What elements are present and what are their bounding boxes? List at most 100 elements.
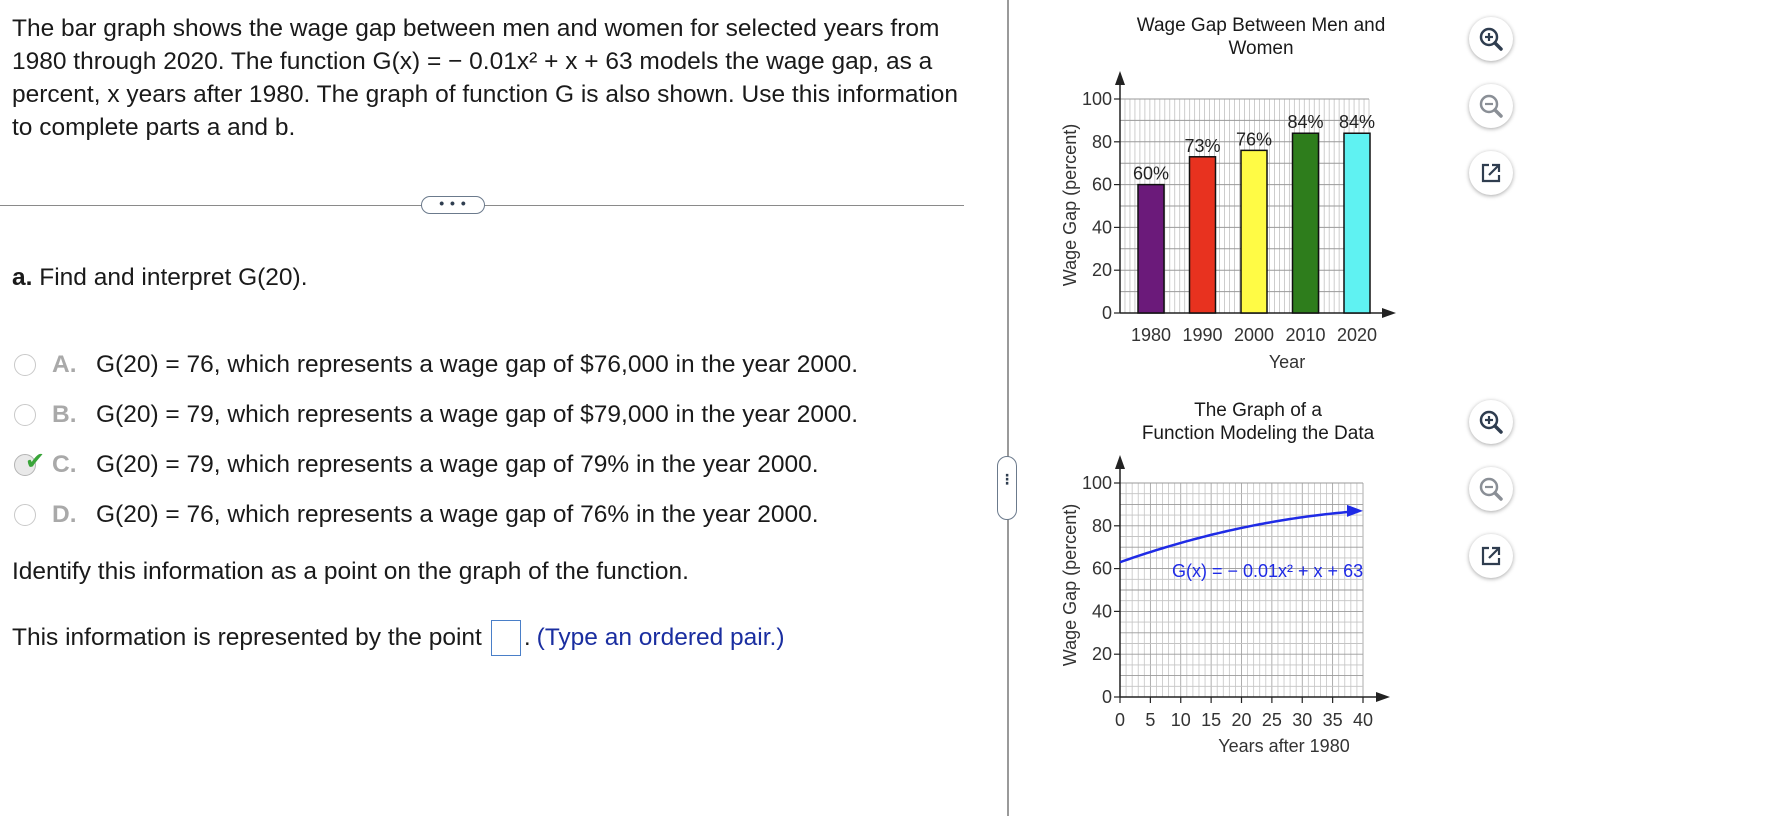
function-chart-title-line1: The Graph of a (1194, 400, 1322, 421)
answer-options: A. G(20) = 76, which represents a wage g… (14, 340, 858, 540)
bar-data-label: 76% (1236, 129, 1272, 149)
option-b[interactable]: B. G(20) = 79, which represents a wage g… (14, 390, 858, 440)
y-tick-label: 40 (1092, 601, 1112, 621)
zoom-out-icon (1479, 477, 1503, 501)
y-tick-label: 0 (1102, 687, 1112, 707)
correct-check-icon: ✔ (25, 448, 46, 475)
x-tick-label: 2020 (1337, 325, 1377, 345)
identify-instruction: Identify this information as a point on … (12, 558, 689, 585)
bar (1137, 183, 1165, 314)
y-tick-label: 0 (1102, 303, 1112, 323)
option-d-radio[interactable] (14, 504, 36, 526)
option-b-radio[interactable] (14, 404, 36, 426)
part-a-prompt: a. Find and interpret G(20). (12, 264, 308, 292)
function-chart-xlabel: Years after 1980 (1218, 736, 1349, 756)
function-chart-open-new-window-button[interactable] (1469, 534, 1513, 578)
bar-chart-open-new-window-button[interactable] (1469, 151, 1513, 195)
function-annotation: G(x) = − 0.01x² + x + 63 (1172, 561, 1363, 581)
bar-chart-xlabel: Year (1269, 352, 1305, 372)
y-tick-label: 40 (1092, 217, 1112, 237)
function-curve (1119, 510, 1351, 564)
y-axis-arrow-icon (1115, 455, 1125, 469)
bar-chart-title-line2: Women (1228, 38, 1293, 59)
question-panel: The bar graph shows the wage gap between… (0, 15, 964, 656)
ordered-pair-input[interactable] (490, 620, 521, 656)
point-answer-line: This information is represented by the p… (12, 620, 785, 656)
bar (1188, 156, 1217, 314)
option-b-text: G(20) = 79, which represents a wage gap … (96, 401, 859, 428)
option-a[interactable]: A. G(20) = 76, which represents a wage g… (14, 340, 858, 390)
y-axis-arrow-icon (1115, 71, 1125, 85)
x-tick-label: 35 (1323, 710, 1343, 730)
function-chart-ylabel: Wage Gap (percent) (1060, 504, 1080, 666)
x-tick-label: 30 (1292, 710, 1312, 730)
x-tick-label: 0 (1115, 710, 1125, 730)
option-d-letter: D. (52, 501, 77, 528)
option-c-letter: C. (52, 451, 77, 478)
bar-chart-ylabel: Wage Gap (percent) (1060, 124, 1080, 286)
panel-divider[interactable] (1007, 0, 1009, 816)
option-d[interactable]: D. G(20) = 76, which represents a wage g… (14, 490, 858, 540)
x-tick-label: 2000 (1234, 325, 1274, 345)
zoom-in-icon (1479, 27, 1503, 51)
point-suffix: . (523, 624, 531, 651)
part-a-letter: a. (12, 264, 33, 291)
x-tick-label: 5 (1145, 710, 1155, 730)
y-tick-label: 60 (1092, 559, 1112, 579)
y-tick-label: 20 (1092, 644, 1112, 664)
function-chart: The Graph of a Function Modeling the Dat… (1060, 400, 1390, 756)
bar-chart-labels: 60% 1980 73% 1990 76% 2000 84% 2010 84% 2020 (1131, 112, 1377, 345)
bar-chart-zoom-out-button[interactable] (1469, 84, 1513, 128)
x-axis-arrow-icon (1376, 692, 1390, 702)
option-c[interactable]: ✔ C. G(20) = 79, which represents a wage… (14, 440, 858, 490)
option-a-letter: A. (52, 351, 77, 378)
x-tick-label: 2010 (1285, 325, 1325, 345)
option-a-text: G(20) = 76, which represents a wage gap … (96, 351, 859, 378)
x-axis-arrow-icon (1382, 308, 1396, 318)
point-hint: (Type an ordered pair.) (536, 624, 785, 651)
bar (1343, 132, 1371, 314)
bar-chart-zoom-in-button[interactable] (1469, 17, 1513, 61)
x-tick-label: 20 (1231, 710, 1251, 730)
open-new-window-icon (1481, 163, 1501, 183)
bar-chart-title-line1: Wage Gap Between Men and (1137, 15, 1386, 36)
bar-chart: Wage Gap Between Men and Women 0 20 40 60 80… (1060, 15, 1396, 372)
x-tick-label: 1980 (1131, 325, 1171, 345)
y-tick-label: 100 (1082, 473, 1112, 493)
function-chart-curve (1119, 504, 1363, 564)
zoom-in-icon (1479, 410, 1503, 434)
x-tick-label: 10 (1171, 710, 1191, 730)
option-a-radio[interactable] (14, 354, 36, 376)
expand-more-button[interactable]: • • • (421, 196, 485, 214)
y-tick-label: 20 (1092, 260, 1112, 280)
option-b-letter: B. (52, 401, 77, 428)
function-chart-zoom-out-button[interactable] (1469, 467, 1513, 511)
problem-intro: The bar graph shows the wage gap between… (12, 15, 959, 141)
x-tick-label: 40 (1353, 710, 1373, 730)
function-chart-grid (1119, 482, 1364, 698)
option-c-radio[interactable]: ✔ (14, 448, 45, 476)
x-tick-label: 1990 (1182, 325, 1222, 345)
x-tick-label: 25 (1262, 710, 1282, 730)
point-prefix: This information is represented by the p… (12, 624, 482, 651)
option-c-text: G(20) = 79, which represents a wage gap … (96, 451, 819, 478)
bar-data-label: 73% (1184, 136, 1220, 156)
open-new-window-icon (1481, 546, 1501, 566)
bar-data-label: 84% (1339, 112, 1375, 132)
y-tick-label: 100 (1082, 89, 1112, 109)
y-tick-label: 80 (1092, 516, 1112, 536)
bar-data-label: 84% (1287, 112, 1323, 132)
bar (1291, 132, 1320, 314)
panel-resize-handle[interactable]: ⋮ (997, 456, 1017, 520)
curve-arrow-icon (1347, 504, 1363, 517)
function-chart-zoom-in-button[interactable] (1469, 400, 1513, 444)
bar (1240, 149, 1268, 314)
bar-data-label: 60% (1133, 164, 1169, 184)
y-tick-label: 80 (1092, 132, 1112, 152)
option-d-text: G(20) = 76, which represents a wage gap … (96, 501, 819, 528)
function-chart-title-line2: Function Modeling the Data (1142, 423, 1375, 444)
x-tick-label: 15 (1201, 710, 1221, 730)
zoom-out-icon (1479, 94, 1503, 118)
part-a-text: Find and interpret G(20). (39, 264, 308, 291)
